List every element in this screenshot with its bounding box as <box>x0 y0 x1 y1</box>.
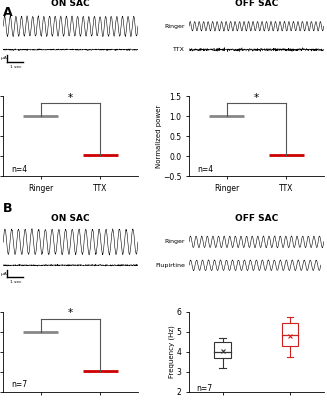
Text: n=4: n=4 <box>11 165 27 174</box>
Text: A: A <box>3 6 13 19</box>
Text: *: * <box>68 93 73 103</box>
Text: n=7: n=7 <box>196 384 212 394</box>
Bar <box>282 323 299 346</box>
Title: OFF SAC: OFF SAC <box>235 0 278 8</box>
Text: 50 μA: 50 μA <box>0 56 7 60</box>
Text: Ringer: Ringer <box>164 24 185 29</box>
Title: ON SAC: ON SAC <box>51 0 90 8</box>
Title: OFF SAC: OFF SAC <box>235 214 278 224</box>
Y-axis label: Normalized power: Normalized power <box>156 105 162 168</box>
Text: *: * <box>254 93 259 103</box>
Bar <box>214 342 231 358</box>
Text: B: B <box>3 202 13 215</box>
Text: *: * <box>68 308 73 318</box>
Title: ON SAC: ON SAC <box>51 214 90 224</box>
Text: Ringer: Ringer <box>164 239 185 244</box>
Text: n=7: n=7 <box>11 380 27 389</box>
Text: 1 sec: 1 sec <box>9 280 21 284</box>
Text: 50 μA: 50 μA <box>0 272 7 276</box>
Text: TTX: TTX <box>173 47 185 52</box>
Text: Flupirtine: Flupirtine <box>155 263 185 268</box>
Y-axis label: Frequency (Hz): Frequency (Hz) <box>169 326 175 378</box>
Text: n=4: n=4 <box>197 165 213 174</box>
Text: 1 sec: 1 sec <box>9 64 21 68</box>
